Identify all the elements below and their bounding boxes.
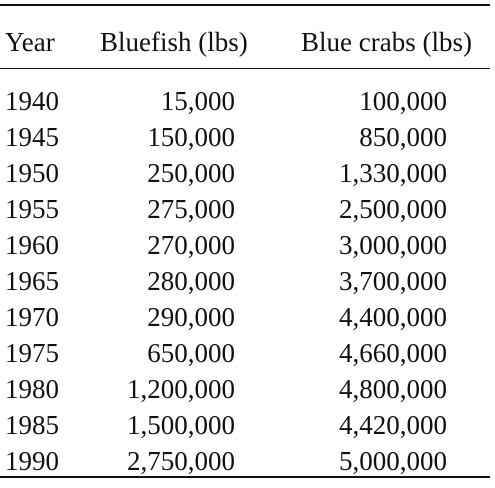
- year-cell: 1960: [5, 230, 59, 260]
- year-cell: 1955: [5, 194, 59, 224]
- blue-crabs-cell: 5,000,000: [339, 446, 447, 476]
- bluefish-cell: 290,000: [147, 302, 235, 332]
- bluefish-cell: 275,000: [147, 194, 235, 224]
- header-year: Year: [5, 27, 55, 57]
- top-rule: [0, 4, 490, 6]
- year-cell: 1945: [5, 122, 59, 152]
- blue-crabs-cell: 4,660,000: [339, 338, 447, 368]
- year-cell: 1985: [5, 410, 59, 440]
- blue-crabs-cell: 4,400,000: [339, 302, 447, 332]
- header-row: Year Bluefish (lbs) Blue crabs (lbs): [0, 24, 495, 60]
- bluefish-cell: 270,000: [147, 230, 235, 260]
- table-row: 1980 1,200,000 4,800,000: [0, 371, 495, 407]
- blue-crabs-cell: 3,700,000: [339, 266, 447, 296]
- bluefish-cell: 2,750,000: [127, 446, 235, 476]
- table-row: 1965 280,000 3,700,000: [0, 263, 495, 299]
- blue-crabs-cell: 4,800,000: [339, 374, 447, 404]
- table-row: 1970 290,000 4,400,000: [0, 299, 495, 335]
- table-row: 1990 2,750,000 5,000,000: [0, 443, 495, 479]
- year-cell: 1940: [5, 86, 59, 116]
- bluefish-cell: 15,000: [160, 86, 235, 116]
- header-bluefish: Bluefish (lbs): [100, 27, 248, 57]
- table-row: 1945 150,000 850,000: [0, 119, 495, 155]
- bluefish-cell: 250,000: [147, 158, 235, 188]
- blue-crabs-cell: 1,330,000: [339, 158, 447, 188]
- blue-crabs-cell: 850,000: [359, 122, 447, 152]
- bluefish-cell: 1,500,000: [127, 410, 235, 440]
- year-cell: 1950: [5, 158, 59, 188]
- bottom-rule: [0, 476, 490, 478]
- table-row: 1940 15,000 100,000: [0, 83, 495, 119]
- blue-crabs-cell: 100,000: [359, 86, 447, 116]
- blue-crabs-cell: 3,000,000: [339, 230, 447, 260]
- table-row: 1950 250,000 1,330,000: [0, 155, 495, 191]
- bluefish-cell: 650,000: [147, 338, 235, 368]
- blue-crabs-cell: 2,500,000: [339, 194, 447, 224]
- table-row: 1975 650,000 4,660,000: [0, 335, 495, 371]
- table-row: 1985 1,500,000 4,420,000: [0, 407, 495, 443]
- bluefish-cell: 150,000: [147, 122, 235, 152]
- bluefish-cell: 280,000: [147, 266, 235, 296]
- bluefish-cell: 1,200,000: [127, 374, 235, 404]
- blue-crabs-cell: 4,420,000: [339, 410, 447, 440]
- year-cell: 1990: [5, 446, 59, 476]
- year-cell: 1975: [5, 338, 59, 368]
- table-row: 1955 275,000 2,500,000: [0, 191, 495, 227]
- header-rule: [0, 68, 490, 69]
- header-blue-crabs: Blue crabs (lbs): [301, 27, 472, 57]
- year-cell: 1980: [5, 374, 59, 404]
- table-row: 1960 270,000 3,000,000: [0, 227, 495, 263]
- year-cell: 1965: [5, 266, 59, 296]
- year-cell: 1970: [5, 302, 59, 332]
